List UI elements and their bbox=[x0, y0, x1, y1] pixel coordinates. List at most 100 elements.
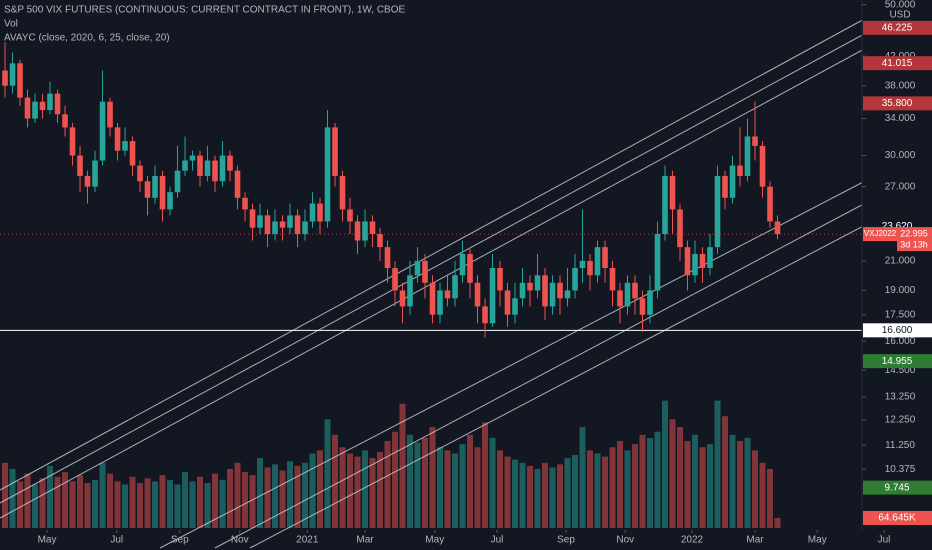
candle-body bbox=[654, 234, 661, 291]
candle-body bbox=[684, 247, 691, 276]
candle-body bbox=[602, 247, 608, 269]
volume-bar bbox=[197, 476, 204, 528]
candle-body bbox=[489, 268, 496, 324]
candle-body bbox=[204, 160, 211, 176]
candle-body bbox=[249, 209, 256, 228]
candle-body bbox=[707, 247, 713, 269]
volume-bar bbox=[512, 459, 519, 528]
volume-bar bbox=[17, 481, 24, 528]
price-axis bbox=[862, 0, 932, 550]
x-tick-label: Mar bbox=[356, 535, 374, 546]
candle-body bbox=[362, 221, 368, 241]
candle-body bbox=[122, 141, 128, 151]
candle-body bbox=[677, 209, 683, 248]
chart-title: S&P 500 VIX FUTURES (CONTINUOUS: CURRENT… bbox=[4, 5, 405, 16]
volume-bar bbox=[287, 461, 294, 528]
x-tick-label: 2021 bbox=[296, 535, 319, 546]
volume-bar bbox=[77, 475, 84, 528]
volume-bar bbox=[167, 479, 174, 528]
x-tick-label: Jul bbox=[491, 535, 504, 546]
volume-bar bbox=[294, 465, 301, 528]
price-badge bbox=[863, 56, 932, 71]
candle-body bbox=[159, 175, 166, 210]
candle-body bbox=[609, 268, 616, 291]
volume-bar bbox=[332, 434, 339, 528]
candle-body bbox=[369, 221, 376, 235]
y-tick-label: 13.250 bbox=[885, 392, 916, 403]
candle-body bbox=[332, 127, 338, 176]
volume-bar bbox=[272, 464, 279, 528]
volume-bar bbox=[39, 478, 46, 528]
volume-bar bbox=[444, 450, 451, 528]
y-tick-label: 27.000 bbox=[885, 181, 916, 192]
volume-bar bbox=[24, 473, 31, 528]
candle-body bbox=[422, 260, 428, 283]
volume-bar bbox=[437, 447, 444, 528]
y-tick-label: 38.000 bbox=[885, 80, 916, 91]
volume-bar bbox=[744, 437, 751, 528]
volume-bar bbox=[759, 462, 766, 528]
channel-line bbox=[249, 211, 891, 549]
volume-bar bbox=[459, 444, 466, 528]
candle-body bbox=[62, 114, 68, 128]
price-badge-label: 35.800 bbox=[882, 98, 913, 109]
price-badge bbox=[897, 227, 932, 252]
volume-title: Vol bbox=[4, 19, 18, 30]
y-tick-label: 12.250 bbox=[885, 415, 916, 426]
candle-body bbox=[564, 290, 571, 299]
trend-channel bbox=[0, 4, 891, 549]
y-tick-label: 10.375 bbox=[885, 464, 916, 475]
volume-bar bbox=[212, 473, 219, 528]
candle-body bbox=[662, 175, 668, 235]
volume-bar bbox=[324, 419, 331, 528]
candle-body bbox=[152, 175, 158, 198]
candle-body bbox=[722, 175, 728, 198]
x-tick-label: Nov bbox=[616, 535, 634, 546]
volume-bar bbox=[234, 462, 241, 528]
volume-bar bbox=[632, 444, 639, 528]
volume-bar bbox=[54, 476, 61, 528]
candle-body bbox=[759, 145, 766, 187]
volume-bar bbox=[144, 478, 151, 528]
candle-body bbox=[399, 290, 406, 307]
candle-body bbox=[219, 155, 226, 182]
y-tick-label: 30.000 bbox=[885, 150, 916, 161]
volume-bar bbox=[84, 482, 91, 528]
candle-body bbox=[174, 170, 181, 193]
volume-bar bbox=[32, 484, 39, 528]
candle-body bbox=[714, 175, 721, 248]
price-badge bbox=[863, 480, 932, 495]
volume-bar bbox=[317, 450, 324, 528]
volume-bar bbox=[354, 456, 361, 528]
volume-bar bbox=[647, 437, 654, 528]
candle-body bbox=[699, 253, 706, 269]
candle-body bbox=[617, 290, 623, 307]
volume-bar bbox=[519, 462, 526, 528]
price-badge-label: 46.225 bbox=[882, 23, 913, 34]
volume-bar bbox=[624, 450, 631, 528]
volume-bar bbox=[654, 431, 661, 528]
volume-bar bbox=[452, 453, 459, 528]
countdown-label: 3d 13h bbox=[900, 239, 928, 249]
candle-body bbox=[744, 136, 751, 176]
volume-bar bbox=[399, 403, 406, 528]
candle-body bbox=[647, 290, 653, 315]
candle-body bbox=[437, 290, 443, 315]
volume-bar bbox=[482, 422, 489, 528]
x-tick-label: May bbox=[425, 535, 444, 546]
candle-body bbox=[594, 247, 601, 276]
candle-body bbox=[317, 203, 323, 222]
candle-body bbox=[384, 247, 391, 269]
candle-body bbox=[392, 268, 398, 291]
candle-body bbox=[579, 260, 586, 269]
channel-line bbox=[214, 189, 891, 549]
candle-body bbox=[69, 127, 76, 156]
volume-bar bbox=[369, 458, 376, 528]
candle-body bbox=[129, 141, 136, 166]
volume-bar bbox=[137, 482, 144, 528]
candle-body bbox=[92, 160, 98, 187]
candle-body bbox=[549, 282, 556, 307]
y-tick-label: 17.500 bbox=[885, 309, 916, 320]
candle-body bbox=[144, 181, 151, 198]
volume-bar bbox=[152, 481, 159, 528]
